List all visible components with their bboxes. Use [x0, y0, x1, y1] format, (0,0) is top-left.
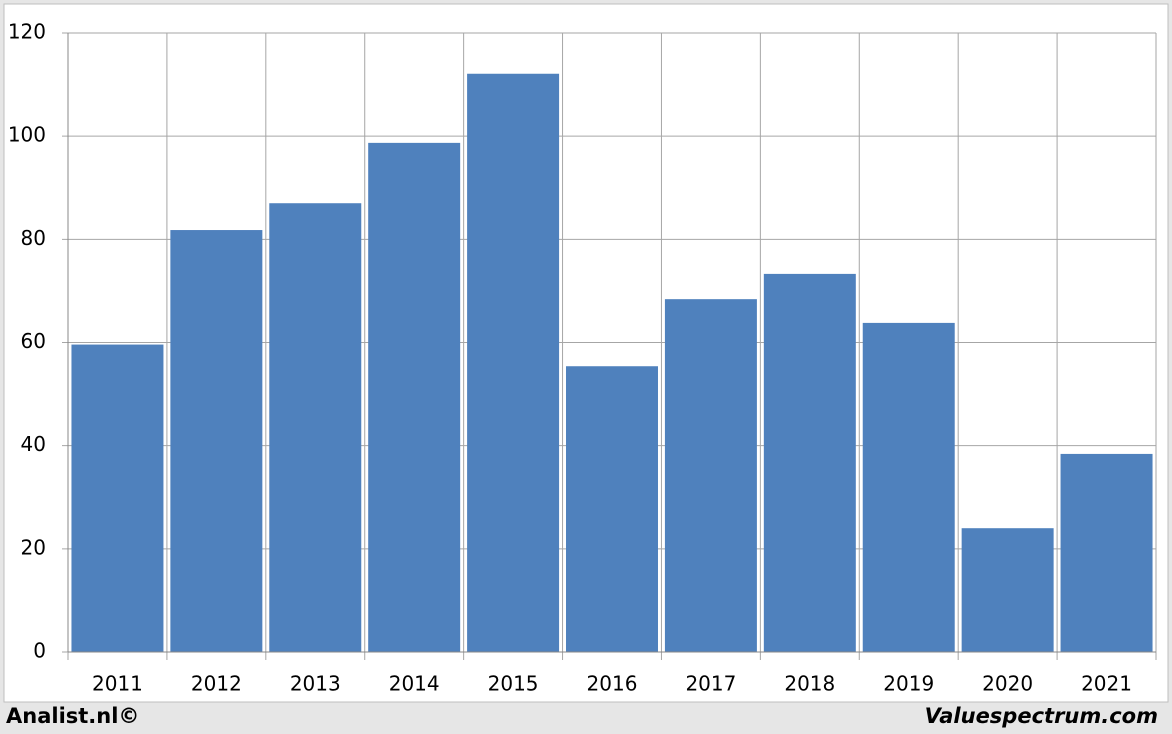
x-tick-label: 2016 [587, 672, 638, 696]
credit-right: Valuespectrum.com [925, 704, 1158, 728]
bar [961, 528, 1054, 652]
x-tick-label: 2012 [191, 672, 242, 696]
bar [763, 273, 856, 652]
y-tick-label: 60 [21, 329, 46, 353]
y-tick-label: 40 [21, 432, 46, 456]
bar [170, 230, 263, 652]
bar [368, 142, 461, 652]
y-tick-label: 120 [8, 20, 46, 44]
y-tick-label: 100 [8, 123, 46, 147]
bar [1060, 453, 1153, 652]
y-tick-label: 0 [33, 639, 46, 663]
x-tick-label: 2017 [685, 672, 736, 696]
y-tick-label: 80 [21, 226, 46, 250]
x-tick-label: 2011 [92, 672, 143, 696]
x-tick-label: 2013 [290, 672, 341, 696]
bar [269, 203, 362, 652]
bar [566, 366, 658, 652]
bar [467, 73, 560, 652]
x-tick-label: 2021 [1081, 672, 1132, 696]
bar [862, 322, 955, 652]
x-tick-label: 2018 [784, 672, 835, 696]
x-tick-label: 2014 [389, 672, 440, 696]
x-tick-label: 2015 [488, 672, 539, 696]
y-tick-label: 20 [21, 535, 46, 559]
x-tick-label: 2020 [982, 672, 1033, 696]
x-tick-label: 2019 [883, 672, 934, 696]
bar [664, 299, 757, 652]
credit-left: Analist.nl© [6, 704, 139, 728]
bar [71, 344, 164, 652]
